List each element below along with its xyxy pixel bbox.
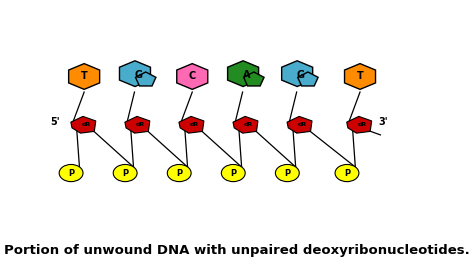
Text: T: T	[81, 72, 88, 82]
Text: dR: dR	[190, 122, 199, 127]
Polygon shape	[179, 117, 204, 133]
Text: dR: dR	[82, 122, 91, 127]
Text: dR: dR	[136, 122, 145, 127]
Text: G: G	[296, 70, 304, 80]
Text: G: G	[134, 70, 142, 80]
Polygon shape	[345, 64, 375, 89]
Circle shape	[275, 164, 299, 182]
Text: dR: dR	[357, 122, 366, 127]
Polygon shape	[125, 117, 150, 133]
Text: dR: dR	[298, 122, 307, 127]
Polygon shape	[69, 64, 100, 89]
Text: A: A	[243, 70, 250, 80]
Text: Portion of unwound DNA with unpaired deoxyribonucleotides.: Portion of unwound DNA with unpaired deo…	[4, 244, 470, 257]
Text: P: P	[68, 169, 74, 178]
Polygon shape	[177, 64, 208, 89]
Polygon shape	[282, 61, 313, 86]
Circle shape	[113, 164, 137, 182]
Polygon shape	[228, 61, 259, 86]
Text: T: T	[356, 72, 364, 82]
Polygon shape	[244, 72, 264, 86]
Polygon shape	[119, 61, 150, 86]
Circle shape	[167, 164, 191, 182]
Text: C: C	[189, 72, 196, 82]
Text: P: P	[284, 169, 291, 178]
Circle shape	[221, 164, 245, 182]
Text: dR: dR	[244, 122, 253, 127]
Circle shape	[59, 164, 83, 182]
Polygon shape	[346, 117, 372, 133]
Text: 5': 5'	[50, 117, 60, 127]
Polygon shape	[136, 72, 156, 86]
Text: P: P	[230, 169, 237, 178]
Text: P: P	[122, 169, 128, 178]
Circle shape	[335, 164, 359, 182]
Polygon shape	[71, 117, 96, 133]
Text: P: P	[344, 169, 350, 178]
Polygon shape	[298, 72, 318, 86]
Polygon shape	[287, 117, 312, 133]
Text: P: P	[176, 169, 182, 178]
Text: 3': 3'	[378, 117, 388, 127]
Polygon shape	[233, 117, 258, 133]
